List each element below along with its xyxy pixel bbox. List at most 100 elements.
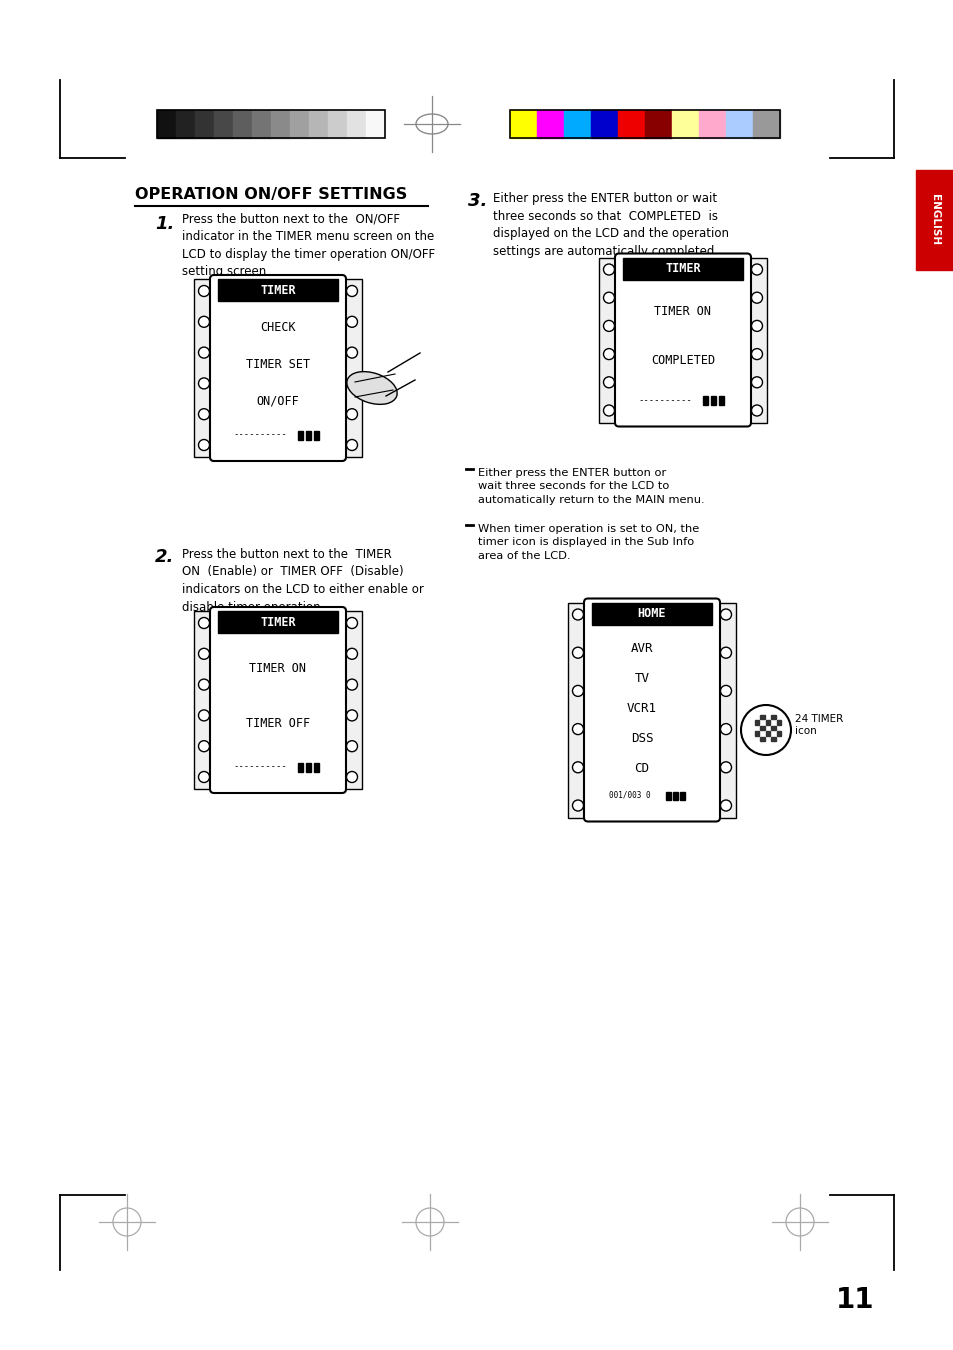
Bar bbox=[290, 109, 309, 138]
Bar bbox=[306, 431, 311, 440]
Bar bbox=[771, 737, 775, 741]
Text: HOME: HOME bbox=[638, 608, 665, 620]
Circle shape bbox=[346, 771, 357, 783]
Circle shape bbox=[346, 316, 357, 327]
Bar bbox=[618, 109, 644, 138]
Bar bbox=[328, 109, 347, 138]
Bar bbox=[679, 791, 684, 799]
Circle shape bbox=[572, 724, 583, 734]
Bar bbox=[665, 791, 670, 799]
Text: OPERATION ON/OFF SETTINGS: OPERATION ON/OFF SETTINGS bbox=[135, 188, 407, 202]
Text: TIMER SET: TIMER SET bbox=[246, 358, 310, 370]
Text: TIMER ON: TIMER ON bbox=[250, 662, 306, 675]
Bar bbox=[218, 612, 337, 633]
Text: TIMER ON: TIMER ON bbox=[654, 305, 711, 319]
Circle shape bbox=[751, 377, 761, 387]
Bar bbox=[309, 109, 328, 138]
Text: Either press the ENTER button or
wait three seconds for the LCD to
automatically: Either press the ENTER button or wait th… bbox=[477, 468, 704, 505]
Bar bbox=[567, 602, 587, 818]
Bar bbox=[719, 396, 723, 405]
Circle shape bbox=[603, 292, 614, 304]
Bar bbox=[347, 109, 366, 138]
Bar bbox=[771, 714, 775, 720]
Bar bbox=[725, 109, 752, 138]
Bar bbox=[754, 730, 759, 736]
Circle shape bbox=[198, 285, 210, 297]
Bar bbox=[915, 170, 953, 270]
Circle shape bbox=[198, 741, 210, 752]
Bar bbox=[644, 109, 671, 138]
Text: TIMER OFF: TIMER OFF bbox=[246, 717, 310, 730]
Circle shape bbox=[572, 686, 583, 697]
Bar bbox=[297, 763, 303, 771]
Text: TIMER: TIMER bbox=[260, 616, 295, 629]
Bar bbox=[194, 109, 213, 138]
Circle shape bbox=[720, 609, 731, 620]
Circle shape bbox=[720, 724, 731, 734]
Bar bbox=[671, 109, 699, 138]
Circle shape bbox=[603, 377, 614, 387]
Text: ----------: ---------- bbox=[638, 396, 691, 405]
FancyBboxPatch shape bbox=[210, 275, 346, 460]
Circle shape bbox=[751, 405, 761, 416]
Bar bbox=[776, 720, 781, 725]
Bar bbox=[218, 279, 337, 301]
Circle shape bbox=[198, 679, 210, 690]
Circle shape bbox=[572, 761, 583, 772]
Text: DSS: DSS bbox=[630, 732, 653, 745]
Bar bbox=[760, 737, 764, 741]
Bar bbox=[157, 109, 175, 138]
Circle shape bbox=[720, 686, 731, 697]
Circle shape bbox=[572, 801, 583, 811]
Text: 1.: 1. bbox=[154, 215, 174, 234]
Text: ----------: ---------- bbox=[233, 763, 287, 771]
Text: AVR: AVR bbox=[630, 643, 653, 655]
Text: VCR1: VCR1 bbox=[626, 702, 657, 716]
Bar bbox=[672, 791, 678, 799]
Text: 11: 11 bbox=[835, 1287, 873, 1314]
Bar bbox=[157, 109, 385, 138]
Bar bbox=[341, 279, 361, 458]
Circle shape bbox=[198, 617, 210, 629]
Text: ON/OFF: ON/OFF bbox=[256, 394, 299, 408]
Text: Press the button next to the  ON/OFF
indicator in the TIMER menu screen on the
L: Press the button next to the ON/OFF indi… bbox=[182, 213, 435, 278]
Bar bbox=[622, 258, 742, 279]
Bar bbox=[510, 109, 780, 138]
FancyBboxPatch shape bbox=[615, 254, 750, 427]
Bar bbox=[746, 258, 766, 423]
Circle shape bbox=[346, 409, 357, 420]
Bar bbox=[716, 602, 735, 818]
Bar bbox=[710, 396, 716, 405]
Bar bbox=[760, 714, 764, 720]
Bar bbox=[314, 431, 318, 440]
Text: 2.: 2. bbox=[154, 548, 174, 566]
Bar bbox=[175, 109, 194, 138]
Text: ----------: ---------- bbox=[233, 431, 287, 440]
Circle shape bbox=[603, 320, 614, 331]
Circle shape bbox=[346, 347, 357, 358]
Circle shape bbox=[346, 440, 357, 451]
Circle shape bbox=[346, 378, 357, 389]
Bar bbox=[366, 109, 385, 138]
Bar bbox=[592, 602, 711, 625]
Circle shape bbox=[720, 647, 731, 659]
Circle shape bbox=[198, 440, 210, 451]
Bar bbox=[252, 109, 271, 138]
Circle shape bbox=[346, 741, 357, 752]
Text: TIMER: TIMER bbox=[664, 262, 700, 275]
Bar bbox=[233, 109, 252, 138]
Circle shape bbox=[198, 316, 210, 327]
Circle shape bbox=[198, 771, 210, 783]
Bar bbox=[765, 720, 770, 725]
Circle shape bbox=[603, 348, 614, 359]
FancyBboxPatch shape bbox=[210, 608, 346, 792]
Circle shape bbox=[346, 710, 357, 721]
Bar bbox=[271, 109, 290, 138]
Text: ENGLISH: ENGLISH bbox=[929, 194, 939, 246]
Circle shape bbox=[603, 265, 614, 275]
Circle shape bbox=[751, 292, 761, 304]
Bar bbox=[752, 109, 780, 138]
Bar bbox=[563, 109, 590, 138]
Circle shape bbox=[346, 679, 357, 690]
Circle shape bbox=[198, 710, 210, 721]
